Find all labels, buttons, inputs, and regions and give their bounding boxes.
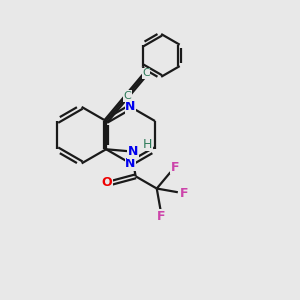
Text: C: C xyxy=(123,91,131,101)
Text: C: C xyxy=(142,68,150,78)
Text: F: F xyxy=(158,209,166,223)
Text: N: N xyxy=(128,145,138,158)
Text: O: O xyxy=(101,176,112,189)
Text: N: N xyxy=(125,157,136,170)
Text: F: F xyxy=(180,187,188,200)
Text: F: F xyxy=(170,160,179,174)
Text: N: N xyxy=(125,100,136,113)
Text: H: H xyxy=(143,137,152,151)
